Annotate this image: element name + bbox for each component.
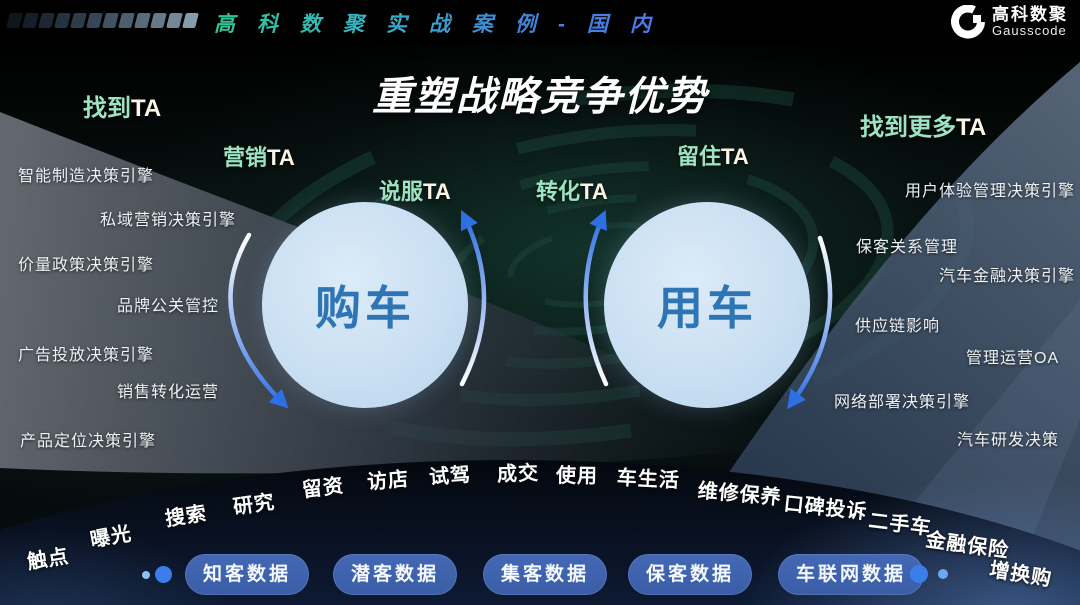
left-engine-4: 广告投放决策引擎	[18, 347, 155, 364]
header-bar: 高科数聚实战案例-国内 高科数聚 Gausscode	[0, 0, 1080, 44]
ta-label-find-more: 找到更多TA	[860, 114, 987, 141]
journey-stage-8: 使用	[555, 465, 599, 488]
data-pill-3: 保客数据	[628, 554, 753, 595]
logo-en: Gausscode	[992, 23, 1067, 39]
ta-label-retain: 留住TA	[677, 144, 749, 169]
left-engine-0: 智能制造决策引擎	[18, 168, 155, 185]
right-engine-0: 用户体验管理决策引擎	[905, 183, 1076, 200]
ta-label-market: 营销TA	[223, 145, 295, 170]
left-engine-6: 产品定位决策引擎	[20, 433, 157, 450]
ta-label-persuade: 说服TA	[379, 179, 451, 204]
journey-stage-9: 车生活	[616, 467, 681, 493]
right-engine-2: 汽车金融决策引擎	[939, 268, 1076, 285]
logo: 高科数聚 Gausscode	[951, 5, 1068, 39]
ta-label-find: 找到TA	[83, 95, 162, 122]
dot-right-big	[910, 565, 928, 583]
logo-cn: 高科数聚	[992, 4, 1068, 24]
journey-stage-6: 试驾	[428, 464, 472, 489]
data-pill-2: 集客数据	[483, 554, 608, 595]
left-engine-1: 私域营销决策引擎	[100, 212, 237, 229]
left-engine-5: 销售转化运营	[117, 384, 220, 401]
right-engine-4: 管理运营OA	[966, 350, 1060, 367]
gausscode-logo-icon	[951, 5, 985, 39]
buy-car-circle: 购车	[262, 202, 468, 408]
data-pill-1: 潜客数据	[333, 554, 458, 595]
right-engine-3: 供应链影响	[855, 318, 941, 335]
page-title: 重塑战略竞争优势	[372, 75, 708, 119]
journey-stage-7: 成交	[496, 462, 540, 486]
data-pill-0: 知客数据	[185, 554, 310, 595]
journey-stage-5: 访店	[366, 468, 411, 494]
breadcrumb: 高科数聚实战案例-国内	[214, 8, 673, 38]
ta-label-convert: 转化TA	[536, 179, 608, 204]
use-car-circle: 用车	[604, 202, 810, 408]
journey-stage-3: 研究	[231, 491, 277, 519]
right-engine-5: 网络部署决策引擎	[834, 394, 971, 411]
dot-right-small	[938, 569, 948, 579]
dot-left-big	[155, 566, 172, 583]
left-engine-3: 品牌公关管控	[117, 298, 220, 315]
header-squares-decoration	[6, 13, 199, 28]
right-engine-6: 汽车研发决策	[957, 432, 1060, 449]
journey-stage-4: 留资	[300, 474, 346, 502]
dot-left-small	[142, 571, 150, 579]
left-engine-2: 价量政策决策引擎	[18, 257, 155, 274]
right-engine-1: 保客关系管理	[856, 239, 959, 256]
data-pill-4: 车联网数据	[778, 554, 925, 595]
